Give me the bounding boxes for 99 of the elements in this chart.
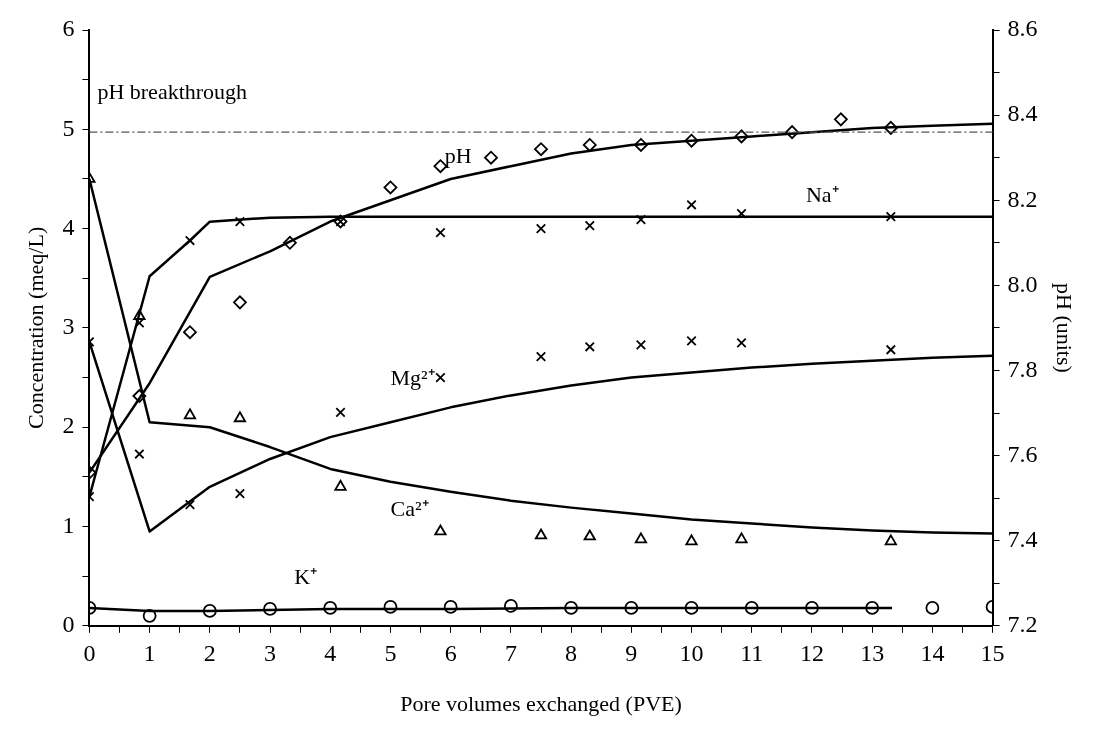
point (635, 339, 647, 350)
point (484, 150, 498, 165)
y-tick-label: 1 (62, 511, 75, 538)
point (685, 534, 698, 546)
point (234, 216, 246, 227)
point (885, 211, 896, 222)
point (383, 180, 398, 195)
y-tick-label: 2 (62, 412, 75, 439)
point (184, 235, 196, 246)
x-tick-label: 9 (625, 640, 638, 667)
point (443, 600, 458, 614)
point (434, 524, 447, 536)
x-tick-label: 0 (83, 640, 96, 667)
series-label: Ca²⁺ (390, 496, 429, 522)
y2-axis-title: pH (units) (1052, 282, 1078, 373)
y2-tick-label: 7.8 (1007, 355, 1038, 382)
y2-tick-label: 7.2 (1007, 611, 1038, 638)
point (534, 142, 548, 157)
y-tick-label: 4 (62, 213, 75, 240)
x-tick-label: 2 (203, 640, 216, 667)
point (183, 325, 197, 340)
x-tick-label: 1 (143, 640, 156, 667)
point (435, 227, 446, 238)
point (335, 407, 346, 418)
x-tick-label: 15 (980, 640, 1005, 667)
x-tick-label: 13 (860, 640, 885, 667)
point (435, 372, 446, 383)
point (865, 601, 880, 615)
point (885, 344, 896, 355)
point (883, 120, 898, 135)
point (132, 389, 147, 403)
point (584, 220, 595, 231)
point (785, 125, 799, 140)
point (634, 532, 648, 544)
series-label: K⁺ (294, 563, 318, 589)
point (503, 599, 518, 613)
y2-tick-label: 7.4 (1007, 525, 1038, 552)
point (383, 600, 398, 614)
point (283, 235, 297, 250)
point (833, 112, 848, 127)
point (142, 608, 157, 623)
point (534, 528, 548, 540)
x-tick-label: 5 (384, 640, 397, 667)
y2-tick-label: 7.6 (1007, 440, 1038, 467)
point (134, 448, 145, 460)
point (535, 351, 547, 362)
y2-tick-label: 8.0 (1007, 270, 1038, 297)
point (233, 411, 247, 423)
point (734, 129, 749, 144)
point (624, 601, 639, 615)
y-tick-label: 3 (62, 313, 75, 340)
y2-tick-label: 8.2 (1007, 185, 1038, 212)
point (736, 337, 747, 348)
x-tick-label: 10 (679, 640, 704, 667)
point (584, 341, 595, 352)
point (263, 602, 277, 616)
x-tick-label: 14 (920, 640, 945, 667)
point (184, 499, 196, 510)
point (684, 133, 699, 148)
point (183, 408, 197, 420)
x-tick-label: 6 (444, 640, 457, 667)
y2-tick-label: 8.4 (1007, 100, 1038, 127)
point (202, 604, 217, 618)
point (535, 223, 547, 234)
point (805, 601, 819, 615)
x-tick-label: 7 (504, 640, 517, 667)
x-tick-label: 11 (740, 640, 764, 667)
ref-line-label: pH breakthrough (97, 78, 248, 104)
point (564, 601, 579, 615)
point (686, 335, 697, 346)
point (234, 488, 246, 499)
series-label: Mg²⁺ (390, 365, 435, 391)
y-axis-title: Concentration (meq/L) (22, 226, 48, 430)
y-tick-label: 6 (62, 15, 75, 42)
point (735, 532, 748, 544)
x-tick-label: 12 (799, 640, 824, 667)
text: Na⁺ (805, 181, 839, 207)
point (133, 309, 146, 320)
x-axis-title: Pore volumes exchanged (PVE) (400, 690, 682, 716)
point (634, 138, 648, 152)
point (334, 479, 347, 491)
series-label: pH (444, 142, 472, 168)
y-tick-label: 0 (62, 611, 75, 638)
point (233, 295, 247, 310)
point (884, 534, 897, 546)
x-tick-label: 4 (324, 640, 337, 667)
point (583, 529, 596, 541)
point (744, 601, 759, 615)
point (684, 601, 699, 615)
y2-tick-label: 8.6 (1007, 15, 1038, 42)
point (323, 601, 338, 615)
point (925, 601, 940, 615)
point (582, 138, 597, 152)
x-tick-label: 3 (264, 640, 277, 667)
x-tick-label: 8 (565, 640, 578, 667)
point (736, 208, 747, 219)
y-tick-label: 5 (62, 114, 75, 141)
point (635, 214, 647, 225)
point (686, 199, 697, 210)
